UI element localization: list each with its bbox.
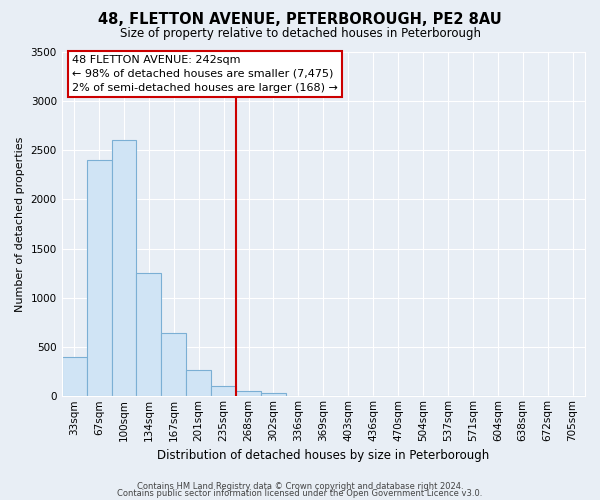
Text: 48 FLETTON AVENUE: 242sqm
← 98% of detached houses are smaller (7,475)
2% of sem: 48 FLETTON AVENUE: 242sqm ← 98% of detac… (72, 55, 338, 93)
Bar (62, 357, 86, 397)
X-axis label: Distribution of detached houses by size in Peterborough: Distribution of detached houses by size … (157, 450, 490, 462)
Bar (86, 160, 112, 396)
Text: Contains HM Land Registry data © Crown copyright and database right 2024.: Contains HM Land Registry data © Crown c… (137, 482, 463, 491)
Bar (236, 391, 261, 396)
Bar (186, 370, 211, 396)
Text: Contains public sector information licensed under the Open Government Licence v3: Contains public sector information licen… (118, 490, 482, 498)
Text: Size of property relative to detached houses in Peterborough: Size of property relative to detached ho… (119, 28, 481, 40)
Bar (211, 386, 236, 396)
Bar (136, 273, 161, 396)
Bar (112, 140, 136, 396)
Text: 48, FLETTON AVENUE, PETERBOROUGH, PE2 8AU: 48, FLETTON AVENUE, PETERBOROUGH, PE2 8A… (98, 12, 502, 28)
Y-axis label: Number of detached properties: Number of detached properties (15, 136, 25, 312)
Bar (161, 333, 186, 396)
Bar (261, 394, 286, 396)
